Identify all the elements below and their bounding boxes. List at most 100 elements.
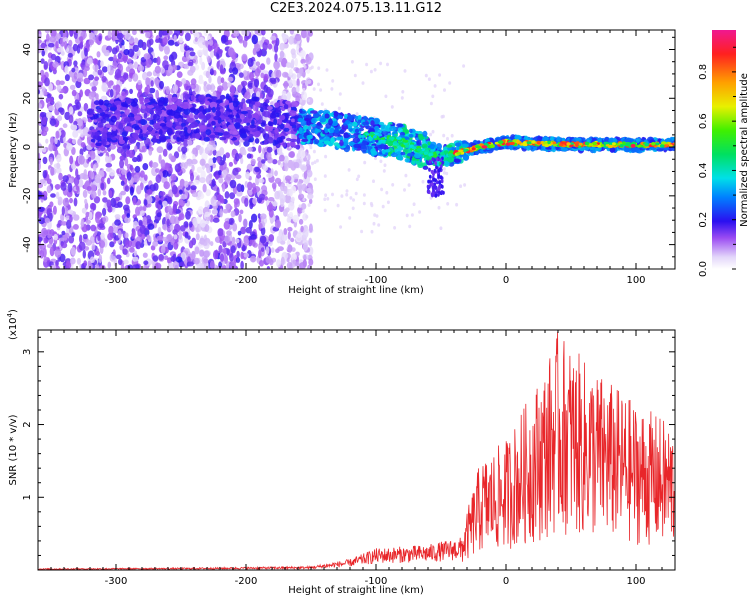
heatmap-cell [46, 111, 53, 119]
heatmap-cell [85, 239, 93, 246]
heatmap-cell [338, 92, 342, 96]
heatmap-cell [283, 127, 290, 132]
heatmap-cell [55, 130, 60, 139]
heatmap-cell [73, 60, 78, 67]
heatmap-cell [278, 57, 283, 63]
heatmap-cell [138, 206, 145, 212]
heatmap-cell [222, 208, 229, 214]
heatmap-cell [405, 129, 410, 134]
heatmap-cell [279, 115, 286, 121]
heatmap-cell [184, 45, 190, 51]
heatmap-cell [455, 202, 459, 207]
heatmap-cell [98, 99, 104, 106]
heatmap-cell [190, 78, 197, 86]
heatmap-cell [178, 37, 184, 44]
heatmap-cell [326, 197, 330, 201]
heatmap-cell [305, 56, 312, 65]
heatmap-cell [133, 126, 141, 131]
heatmap-cell [224, 191, 230, 199]
heatmap-cell [236, 190, 243, 197]
heatmap-cell [241, 53, 248, 62]
heatmap-cell [222, 240, 227, 248]
heatmap-cell [324, 128, 329, 134]
heatmap-cell [288, 211, 294, 218]
heatmap-cell [313, 177, 317, 181]
heatmap-cell [134, 165, 141, 173]
heatmap-cell [209, 260, 215, 269]
heatmap-cell [47, 234, 52, 239]
heatmap-cell [187, 139, 193, 146]
heatmap-cell [205, 40, 209, 47]
heatmap-cell [137, 65, 145, 72]
heatmap-cell [107, 261, 112, 269]
heatmap-cell [223, 131, 229, 136]
heatmap-cell [96, 51, 101, 58]
heatmap-cell [176, 71, 183, 78]
heatmap-cell [93, 163, 97, 172]
heatmap-cell [442, 171, 446, 175]
heatmap-cell [278, 154, 285, 162]
heatmap-cell [55, 41, 59, 49]
heatmap-cell [276, 137, 283, 143]
heatmap-cell [167, 39, 175, 46]
heatmap-cell [113, 226, 119, 234]
heatmap-cell [358, 127, 364, 132]
heatmap-cell [190, 94, 195, 101]
heatmap-cell [263, 139, 268, 145]
heatmap-cell [133, 52, 138, 60]
heatmap-cell [122, 248, 128, 255]
heatmap-cell [307, 264, 311, 269]
heatmap-cell [295, 67, 300, 74]
heatmap-cell [82, 249, 87, 259]
heatmap-cell [173, 241, 179, 250]
heatmap-cell [102, 113, 110, 120]
heatmap-cell [274, 53, 278, 62]
heatmap-cell [407, 183, 411, 187]
heatmap-cell [159, 191, 166, 197]
heatmap-cell [102, 132, 107, 137]
heatmap-cell [298, 67, 304, 74]
heatmap-cell [613, 138, 618, 143]
heatmap-cell [274, 170, 278, 177]
heatmap-cell [196, 166, 203, 173]
heatmap-cell [336, 203, 340, 208]
heatmap-cell [330, 87, 334, 91]
heatmap-cell [242, 70, 248, 77]
heatmap-cell [256, 173, 262, 179]
heatmap-cell [264, 196, 268, 201]
heatmap-cell [266, 57, 271, 65]
heatmap-cell [236, 183, 243, 192]
heatmap-cell [369, 69, 373, 74]
heatmap-cell [195, 132, 201, 140]
heatmap-cell [158, 254, 165, 261]
heatmap-cell [283, 104, 289, 109]
heatmap-cell [160, 116, 165, 121]
heatmap-cell [141, 125, 148, 131]
heatmap-cell [289, 62, 295, 69]
heatmap-cell [68, 39, 73, 47]
heatmap-cell [189, 123, 196, 129]
heatmap-cell [156, 146, 164, 154]
heatmap-cell [352, 198, 355, 202]
heatmap-cell [205, 174, 212, 185]
heatmap-cell [179, 225, 186, 232]
heatmap-cell [93, 119, 98, 123]
heatmap-cell [380, 124, 388, 132]
heatmap-cell [187, 61, 194, 67]
heatmap-cell [156, 56, 161, 66]
heatmap-cell [83, 260, 87, 266]
heatmap-cell [141, 145, 147, 153]
heatmap-cell [90, 138, 96, 143]
heatmap-cell [259, 235, 267, 244]
heatmap-cell [307, 125, 312, 131]
heatmap-cell [97, 188, 102, 197]
heatmap-cell [234, 152, 240, 162]
heatmap-cell [193, 129, 198, 134]
heatmap-cell [159, 136, 167, 142]
heatmap-cell [78, 155, 85, 165]
heatmap-cell [299, 108, 303, 114]
heatmap-cell [306, 169, 313, 178]
heatmap-cell [274, 127, 279, 134]
heatmap-cell [133, 61, 138, 70]
heatmap-cell [247, 57, 254, 67]
